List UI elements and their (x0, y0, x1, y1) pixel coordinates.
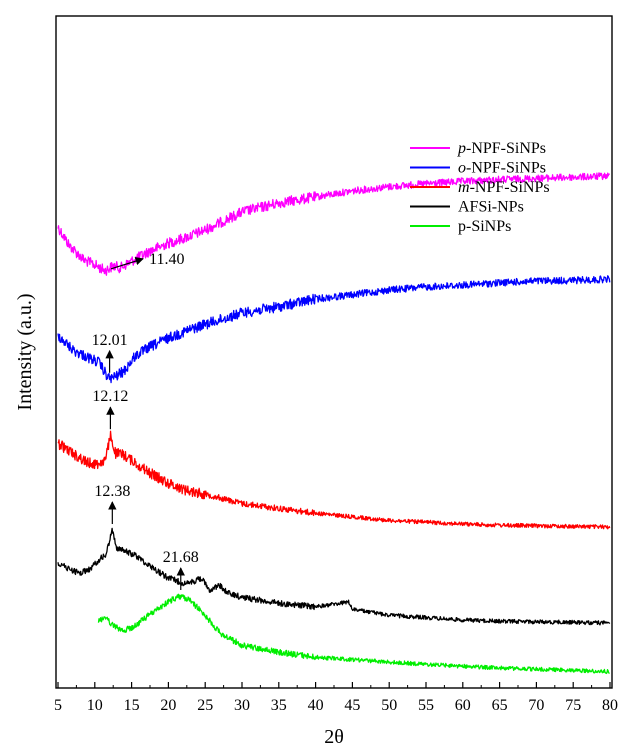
peak-label-3: 12.12 (92, 388, 128, 405)
legend-label-4: AFSi-NPs (458, 199, 524, 216)
legend-label-3: m-NPF-SiNPs (458, 179, 550, 196)
series-line-2 (57, 275, 611, 384)
x-axis-title: 2θ (324, 726, 344, 748)
peak-arrow-1 (110, 257, 144, 270)
x-tick-label-60: 60 (455, 697, 471, 714)
x-tick-label-70: 70 (528, 697, 544, 714)
x-tick-label-45: 45 (344, 697, 360, 714)
series-line-5 (97, 593, 610, 675)
peak-label-1: 11.40 (149, 251, 184, 268)
x-tick-label-75: 75 (565, 697, 581, 714)
x-tick-label-10: 10 (87, 697, 103, 714)
x-tick-label-5: 5 (54, 697, 62, 714)
x-tick-label-20: 20 (160, 697, 176, 714)
series-layer (57, 172, 611, 675)
peak-label-4: 12.38 (94, 483, 130, 500)
x-tick-label-65: 65 (492, 697, 508, 714)
peak-label-5: 21.68 (163, 549, 199, 566)
peak-label-2: 12.01 (92, 332, 128, 349)
legend-label-2: o-NPF-SiNPs (458, 160, 546, 177)
series-line-3 (57, 430, 611, 530)
x-tick-label-35: 35 (271, 697, 287, 714)
legend-label-5: p-SiNPs (458, 218, 511, 235)
x-tick-label-55: 55 (418, 697, 434, 714)
x-axis: 5 10 15 20 25 30 35 40 45 50 55 60 65 70 75 80 (54, 682, 618, 714)
annotation-layer: 11.40 12.01 12.12 12.38 21.68 (92, 251, 199, 590)
x-tick-label-30: 30 (234, 697, 250, 714)
series-line-1 (57, 172, 610, 276)
legend-label-1: p-NPF-SiNPs (457, 140, 546, 157)
x-tick-label-50: 50 (381, 697, 397, 714)
x-tick-label-40: 40 (308, 697, 324, 714)
x-tick-label-80: 80 (602, 697, 618, 714)
y-axis-title: Intensity (a.u.) (14, 293, 36, 410)
x-tick-label-25: 25 (197, 697, 213, 714)
x-tick-label-15: 15 (124, 697, 140, 714)
legend: p-NPF-SiNPs o-NPF-SiNPs m-NPF-SiNPs AFSi-NP… (410, 140, 550, 235)
series-line-4 (57, 527, 611, 626)
